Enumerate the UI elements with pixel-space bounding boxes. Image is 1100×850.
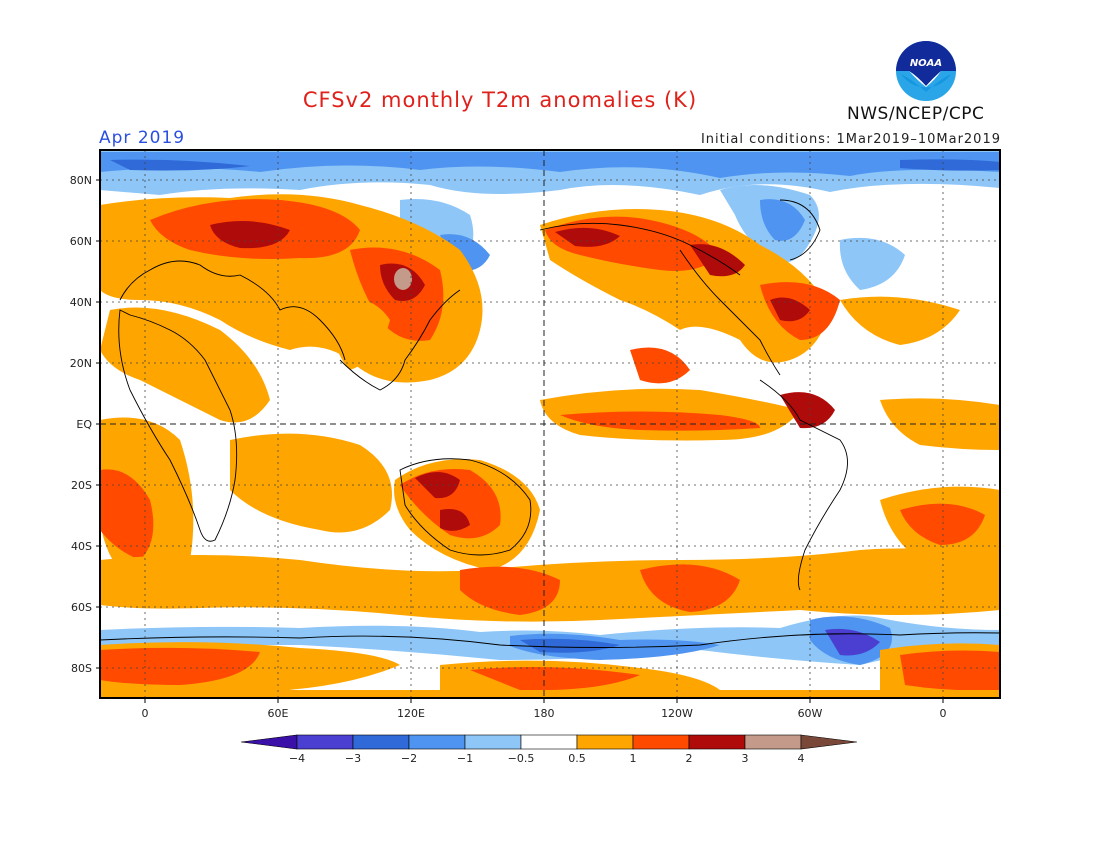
agency-label: NWS/NCEP/CPC [847, 104, 985, 124]
lon-label: 0 [940, 707, 947, 720]
initial-conditions: Initial conditions: 1Mar2019–10Mar2019 [700, 132, 1001, 147]
colorbar-label: 4 [798, 752, 805, 765]
colorbar-swatch [296, 734, 354, 750]
colorbar-label: 0.5 [568, 752, 586, 765]
colorbar-swatch [352, 734, 410, 750]
map-title: CFSv2 monthly T2m anomalies (K) [302, 88, 698, 112]
graticule [100, 150, 1000, 698]
colorbar-label: 2 [686, 752, 693, 765]
lat-label: 20S [71, 479, 92, 492]
colorbar-label: −0.5 [508, 752, 535, 765]
lat-label: 40N [70, 296, 92, 309]
colorbar-swatch [520, 734, 578, 750]
colorbar-label: −1 [457, 752, 473, 765]
colorbar-swatch [688, 734, 746, 750]
lon-label: 60W [798, 707, 823, 720]
latitude-labels: 80N 60N 40N 20N EQ 20S 40S 60S 80S [70, 174, 100, 675]
colorbar-label: 3 [742, 752, 749, 765]
lat-label: 20N [70, 357, 92, 370]
lat-label: 40S [71, 540, 92, 553]
lat-label: 60S [71, 601, 92, 614]
coastlines [100, 199, 1000, 648]
colorbar-swatch [576, 734, 634, 750]
lat-label: 80N [70, 174, 92, 187]
colorbar-swatches [240, 734, 858, 750]
colorbar-swatch [240, 734, 298, 750]
colorbar: −4 −3 −2 −1 −0.5 0.5 1 2 3 4 [240, 734, 858, 765]
forecast-month: Apr 2019 [99, 128, 186, 148]
colorbar-labels: −4 −3 −2 −1 −0.5 0.5 1 2 3 4 [289, 752, 805, 765]
colorbar-swatch [632, 734, 690, 750]
colorbar-label: 1 [630, 752, 637, 765]
lat-label: 60N [70, 235, 92, 248]
colorbar-label: −3 [345, 752, 361, 765]
lon-label: 120E [397, 707, 425, 720]
colorbar-swatch [464, 734, 522, 750]
lon-label: 120W [661, 707, 693, 720]
lon-label: 60E [268, 707, 289, 720]
equator-dateline [100, 150, 1000, 698]
longitude-labels: 0 60E 120E 180 120W 60W 0 [142, 698, 947, 720]
noaa-logo-text: NOAA [910, 58, 942, 69]
lon-label: 180 [534, 707, 555, 720]
lon-label: 0 [142, 707, 149, 720]
colorbar-swatch [408, 734, 466, 750]
colorbar-label: −2 [401, 752, 417, 765]
noaa-logo-icon: NOAA [896, 41, 956, 101]
noaa-logo: NOAA [895, 40, 957, 102]
lat-label: EQ [76, 418, 92, 431]
colorbar-swatch [800, 734, 858, 750]
colorbar-label: −4 [289, 752, 305, 765]
colorbar-swatch [744, 734, 802, 750]
lat-label: 80S [71, 662, 92, 675]
